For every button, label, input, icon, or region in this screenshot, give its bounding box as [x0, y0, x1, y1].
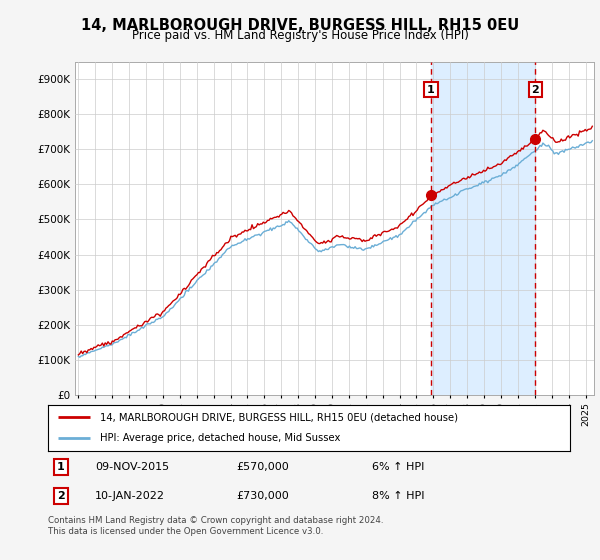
Text: 09-NOV-2015: 09-NOV-2015 [95, 462, 169, 472]
Bar [431, 62, 535, 395]
Text: 14, MARLBOROUGH DRIVE, BURGESS HILL, RH15 0EU: 14, MARLBOROUGH DRIVE, BURGESS HILL, RH1… [81, 18, 519, 33]
Text: 1: 1 [57, 462, 65, 472]
Text: HPI: Average price, detached house, Mid Sussex: HPI: Average price, detached house, Mid … [100, 433, 341, 444]
Text: 6% ↑ HPI: 6% ↑ HPI [371, 462, 424, 472]
Text: 1: 1 [427, 85, 435, 95]
Text: 14, MARLBOROUGH DRIVE, BURGESS HILL, RH15 0EU (detached house): 14, MARLBOROUGH DRIVE, BURGESS HILL, RH1… [100, 412, 458, 422]
Text: 2: 2 [532, 85, 539, 95]
Text: 8% ↑ HPI: 8% ↑ HPI [371, 491, 424, 501]
Text: £730,000: £730,000 [236, 491, 289, 501]
Text: Contains HM Land Registry data © Crown copyright and database right 2024.
This d: Contains HM Land Registry data © Crown c… [48, 516, 383, 536]
Text: £570,000: £570,000 [236, 462, 289, 472]
Text: Price paid vs. HM Land Registry's House Price Index (HPI): Price paid vs. HM Land Registry's House … [131, 29, 469, 42]
Text: 2: 2 [57, 491, 65, 501]
Text: 10-JAN-2022: 10-JAN-2022 [95, 491, 165, 501]
